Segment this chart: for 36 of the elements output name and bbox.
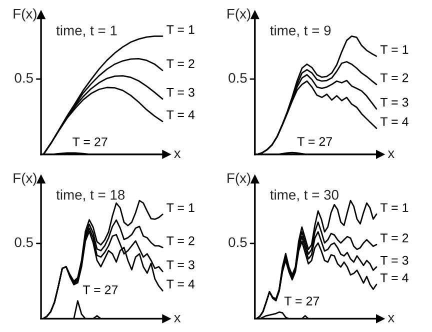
series-label: T = 2 <box>380 73 408 82</box>
y-axis-title: F(x) <box>228 172 250 186</box>
series-label: T = 2 <box>166 236 194 246</box>
series-label: T = 4 <box>380 274 408 282</box>
series-label: T = 2 <box>166 59 194 68</box>
chart-title: time, t = 9 <box>270 25 331 38</box>
chart-title: time, t = 18 <box>56 190 125 202</box>
series-label: T = 3 <box>380 98 408 107</box>
text: 0.5 <box>228 72 247 83</box>
series-label: T = 27 <box>72 137 108 146</box>
text: 0.5 <box>14 72 33 83</box>
x-axis-title: x <box>174 314 181 322</box>
series-label: T = 2 <box>380 234 408 242</box>
series-label: T = 3 <box>166 260 194 270</box>
series-label: T = 1 <box>166 25 194 34</box>
series-label: T = 4 <box>166 110 195 120</box>
y-axis-title: F(x) <box>14 8 36 22</box>
text: 0.5 <box>228 237 247 248</box>
series-label: T = 3 <box>166 88 194 97</box>
chart-title: time, t = 1 <box>56 25 117 38</box>
x-axis-title: x <box>388 150 394 158</box>
chart-title: time, t = 30 <box>270 190 338 202</box>
series-label: T = 1 <box>166 203 194 212</box>
y-axis-title: F(x) <box>228 8 250 22</box>
series-label: T = 4 <box>380 117 408 126</box>
series-label: T = 4 <box>166 280 195 288</box>
x-axis-title: x <box>174 150 181 158</box>
series-label: T = 27 <box>82 285 118 294</box>
series-label: T = 1 <box>380 203 408 212</box>
series-label: T = 1 <box>380 45 408 54</box>
text: 0.5 <box>14 237 33 248</box>
series-label: T = 27 <box>297 137 332 146</box>
x-axis-title: x <box>388 314 394 322</box>
series-label: T = 3 <box>380 256 408 265</box>
series-label: T = 27 <box>284 296 320 306</box>
y-axis-title: F(x) <box>14 172 36 186</box>
